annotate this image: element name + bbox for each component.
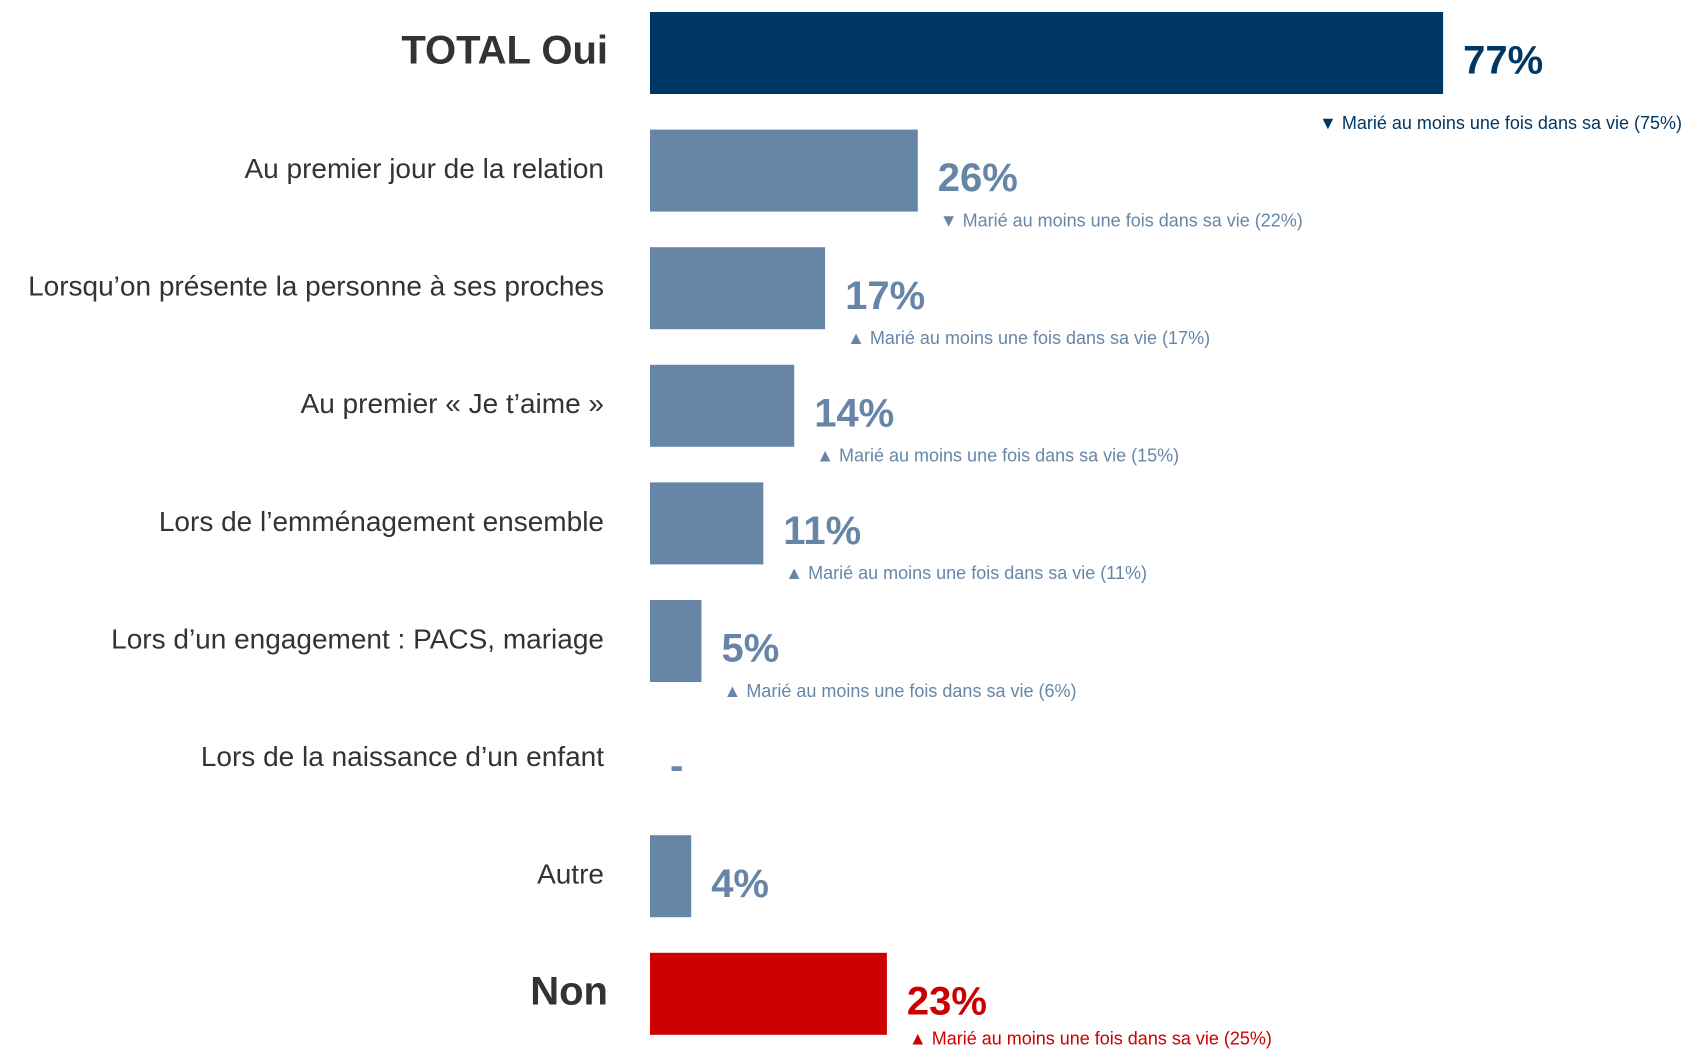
annotation: ▲ Marié au moins une fois dans sa vie (6…	[724, 681, 1077, 701]
category-label: Au premier jour de la relation	[244, 153, 604, 184]
value-label: -	[670, 744, 683, 788]
category-label: Lors de l’emménagement ensemble	[159, 506, 604, 537]
bar	[650, 364, 795, 447]
annotation: ▲ Marié au moins une fois dans sa vie (2…	[909, 1029, 1272, 1049]
bar	[650, 12, 1444, 94]
bar	[650, 952, 887, 1035]
annotation: ▼ Marié au moins une fois dans sa vie (2…	[940, 210, 1303, 230]
annotation: ▼ Marié au moins une fois dans sa vie (7…	[1319, 113, 1682, 133]
bar	[650, 835, 692, 918]
category-label: Au premier « Je t’aime »	[301, 388, 604, 419]
annotation: ▲ Marié au moins une fois dans sa vie (1…	[785, 563, 1147, 583]
value-label: 14%	[814, 391, 894, 435]
bar	[650, 129, 918, 212]
category-label: Lors d’un engagement : PACS, mariage	[111, 623, 604, 654]
value-label: 17%	[845, 274, 925, 318]
value-label: 5%	[722, 627, 780, 671]
category-label: Non	[530, 969, 608, 1013]
category-label: Lorsqu’on présente la personne à ses pro…	[28, 271, 604, 302]
value-label: 23%	[907, 979, 987, 1023]
annotation: ▲ Marié au moins une fois dans sa vie (1…	[847, 328, 1210, 348]
value-label: 4%	[711, 862, 769, 906]
bar	[650, 600, 702, 682]
bar	[650, 247, 826, 330]
category-label: TOTAL Oui	[401, 29, 608, 73]
category-label: Lors de la naissance d’un enfant	[201, 741, 604, 772]
category-label: Autre	[537, 859, 604, 890]
value-label: 26%	[938, 156, 1018, 200]
bar	[650, 482, 764, 565]
value-label: 77%	[1463, 39, 1543, 83]
value-label: 11%	[783, 509, 861, 553]
annotation: ▲ Marié au moins une fois dans sa vie (1…	[816, 446, 1179, 466]
